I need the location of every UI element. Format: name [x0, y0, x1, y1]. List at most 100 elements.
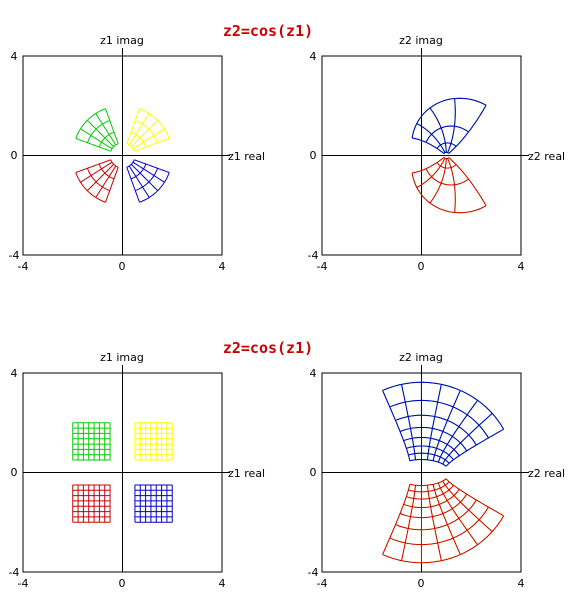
grid-line-vertical	[401, 485, 417, 561]
tick-label-y-min: -4	[9, 249, 20, 262]
tick-label-x-zero: 0	[119, 260, 126, 273]
sector-ray	[126, 108, 140, 144]
grid-line-horizontal	[395, 499, 477, 531]
grid-line-horizontal	[382, 515, 505, 564]
bottom-title: z2=cos(z1)	[223, 339, 313, 357]
tick-label-x-min: -4	[317, 577, 328, 590]
sector-ray	[448, 104, 487, 154]
horizontal-axis-label: z1 real	[228, 150, 265, 163]
sector-ray	[130, 163, 159, 192]
panel-bottom-right: z2 imag z2 real 4 0 -4 -4 0 4	[308, 351, 566, 590]
sector-ray	[95, 113, 117, 146]
tick-label-y-max: 4	[310, 50, 317, 63]
plot-shapes	[382, 381, 505, 564]
sector-ray	[130, 119, 159, 148]
tick-label-y-max: 4	[310, 367, 317, 380]
vertical-axis-label: z1 imag	[100, 351, 144, 364]
vertical-axis-label: z2 imag	[399, 34, 443, 47]
tick-label-y-max: 4	[11, 50, 18, 63]
grid-line-horizontal	[403, 436, 460, 456]
sector-ray	[412, 137, 445, 154]
grid-line-vertical	[432, 390, 461, 461]
tick-label-x-zero: 0	[418, 260, 425, 273]
sector-ray	[86, 163, 115, 192]
sector-ray	[134, 159, 170, 173]
grid-line-vertical	[382, 484, 411, 555]
grid-line-horizontal	[382, 381, 505, 430]
tick-label-x-min: -4	[18, 260, 29, 273]
grid-line-horizontal	[403, 489, 460, 509]
grid-line-horizontal	[395, 414, 477, 446]
horizontal-axis-label: z1 real	[228, 467, 265, 480]
tick-label-x-max: 4	[219, 260, 226, 273]
panel-top-left: z1 imag z1 real 4 0 -4 -4 0 4	[9, 34, 266, 273]
sector-ray	[429, 107, 447, 153]
grid-line-vertical	[442, 480, 493, 532]
sector-ray	[412, 157, 445, 174]
grid-line-horizontal	[409, 478, 447, 486]
tick-label-x-zero: 0	[119, 577, 126, 590]
tick-label-x-min: -4	[18, 577, 29, 590]
tick-label-y-min: -4	[308, 249, 319, 262]
grid-line-horizontal	[389, 399, 489, 439]
sector-ray	[416, 123, 446, 153]
tick-label-x-max: 4	[518, 260, 525, 273]
grid-line-vertical	[437, 399, 478, 463]
plot-shapes	[75, 108, 170, 203]
tick-label-x-max: 4	[219, 577, 226, 590]
tick-label-y-max: 4	[11, 367, 18, 380]
sector-ray	[80, 128, 113, 150]
tick-label-y-zero: 0	[310, 149, 317, 162]
plot-shapes	[72, 422, 173, 523]
tick-label-y-zero: 0	[11, 466, 18, 479]
sector-ray	[132, 161, 165, 183]
grid-line-vertical	[426, 384, 442, 460]
tick-label-y-zero: 0	[11, 149, 18, 162]
top-title: z2=cos(z1)	[223, 22, 313, 40]
plot-shapes	[411, 97, 487, 214]
sector-ray	[105, 108, 119, 144]
grid-line-vertical	[426, 485, 442, 561]
sector-ray	[105, 167, 119, 203]
tick-label-y-zero: 0	[310, 466, 317, 479]
sector-ray	[126, 167, 140, 203]
sector-ray	[448, 157, 487, 207]
sector-ray	[416, 158, 446, 188]
sector-ray	[128, 165, 150, 198]
panel-top-right: z2 imag z2 real 4 0 -4 -4 0 4	[308, 34, 566, 273]
sector-ray	[132, 128, 165, 150]
grid-line-horizontal	[409, 459, 447, 467]
vertical-axis-label: z2 imag	[399, 351, 443, 364]
grid-line-vertical	[445, 428, 504, 467]
sector-ray	[80, 161, 113, 183]
tick-label-y-min: -4	[9, 566, 20, 579]
sector-ray	[86, 119, 115, 148]
tick-label-y-min: -4	[308, 566, 319, 579]
grid-line-vertical	[442, 413, 493, 465]
sector-ray	[429, 158, 447, 204]
grid-line-horizontal	[408, 481, 450, 493]
panel-bottom-left: z1 imag z1 real 4 0 -4 -4 0 4	[9, 351, 266, 590]
grid-line-vertical	[445, 478, 504, 517]
horizontal-axis-label: z2 real	[528, 467, 565, 480]
tick-label-x-max: 4	[518, 577, 525, 590]
sector-ray	[134, 138, 170, 152]
tick-label-x-min: -4	[317, 260, 328, 273]
grid-line-horizontal	[406, 445, 454, 461]
grid-line-vertical	[382, 390, 411, 461]
vertical-axis-label: z1 imag	[100, 34, 144, 47]
grid-line-horizontal	[399, 493, 468, 519]
grid-line-horizontal	[389, 506, 489, 546]
tick-label-x-zero: 0	[418, 577, 425, 590]
grid-line-horizontal	[399, 426, 468, 452]
grid-line-vertical	[401, 384, 417, 460]
grid-line-vertical	[437, 482, 478, 546]
sector-ray	[447, 98, 456, 153]
grid-line-horizontal	[406, 484, 454, 500]
sector-ray	[128, 113, 150, 146]
sector-ray	[447, 158, 456, 213]
grid-line-horizontal	[408, 452, 450, 464]
grid-line-vertical	[432, 484, 461, 555]
horizontal-axis-label: z2 real	[528, 150, 565, 163]
